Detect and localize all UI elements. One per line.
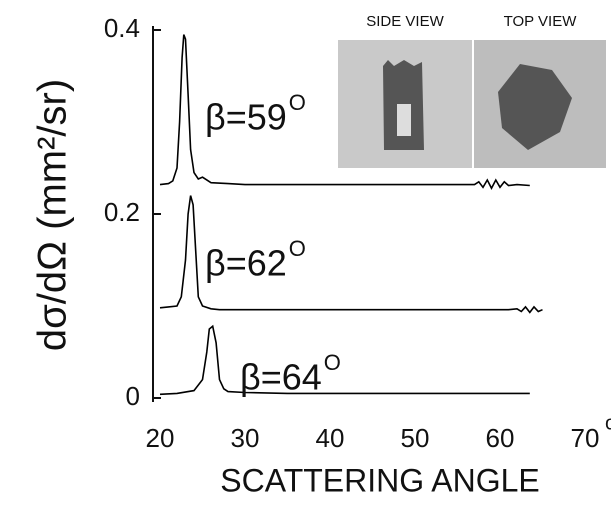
y-tick-label: 0 <box>126 381 140 411</box>
y-tick-label: 0.4 <box>104 13 140 43</box>
annotation-sup: O <box>289 236 306 261</box>
data-line <box>159 324 530 396</box>
top-view-object <box>498 64 572 150</box>
data-line <box>159 195 543 314</box>
inset-label: TOP VIEW <box>504 13 578 30</box>
x-tick-label: 30 <box>231 423 260 453</box>
y-axis-label: dσ/dΩ (mm²/sr) <box>31 79 75 351</box>
annotation: β=62 <box>205 243 287 284</box>
degree-mark: o <box>605 412 611 434</box>
annotation: β=59 <box>205 97 287 138</box>
data-line <box>159 34 530 190</box>
x-tick-label: 40 <box>316 423 345 453</box>
x-tick-label: 20 <box>146 423 175 453</box>
x-tick-label: 50 <box>401 423 430 453</box>
y-tick-label: 0.2 <box>104 197 140 227</box>
annotation-sup: O <box>324 350 341 375</box>
x-tick-label: 60 <box>486 423 515 453</box>
inset-label: SIDE VIEW <box>366 13 444 30</box>
side-view-hole <box>397 104 411 136</box>
inset: SIDE VIEW TOP VIEW <box>338 13 606 168</box>
annotation-sup: O <box>289 90 306 115</box>
x-tick-label: 70 <box>571 423 600 453</box>
x-axis-label: SCATTERING ANGLE <box>220 462 539 498</box>
annotation: β=64 <box>240 357 322 398</box>
